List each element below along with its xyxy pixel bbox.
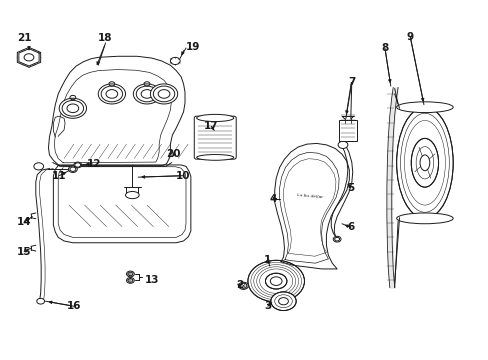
- Circle shape: [68, 166, 77, 172]
- Ellipse shape: [396, 213, 452, 224]
- Text: 10: 10: [176, 171, 190, 181]
- Text: 6: 6: [346, 222, 354, 232]
- Text: 15: 15: [17, 247, 31, 257]
- Circle shape: [98, 84, 125, 104]
- Text: 7: 7: [347, 77, 355, 87]
- Circle shape: [37, 298, 44, 304]
- Circle shape: [238, 282, 248, 289]
- Text: 8: 8: [381, 43, 388, 53]
- Circle shape: [270, 292, 296, 311]
- Text: 18: 18: [98, 33, 113, 43]
- Circle shape: [126, 278, 134, 283]
- Text: 1: 1: [264, 255, 271, 265]
- Ellipse shape: [196, 114, 233, 122]
- Circle shape: [126, 271, 134, 277]
- Text: 20: 20: [166, 149, 181, 159]
- Ellipse shape: [410, 138, 438, 187]
- Polygon shape: [53, 165, 190, 243]
- Bar: [338, 120, 356, 140]
- Circle shape: [74, 162, 81, 168]
- Ellipse shape: [396, 102, 452, 113]
- Text: 5: 5: [346, 183, 354, 193]
- Text: 11: 11: [52, 171, 66, 181]
- Text: 16: 16: [66, 301, 81, 311]
- Text: 13: 13: [144, 275, 159, 285]
- Text: 3: 3: [264, 301, 271, 311]
- Text: 2: 2: [236, 280, 243, 290]
- Text: 4: 4: [268, 194, 276, 204]
- Ellipse shape: [396, 107, 452, 219]
- Text: Lu bu dellar: Lu bu dellar: [297, 193, 323, 199]
- Circle shape: [133, 84, 160, 104]
- Text: 9: 9: [406, 32, 413, 41]
- Circle shape: [247, 260, 304, 302]
- Polygon shape: [48, 56, 184, 166]
- Text: 14: 14: [17, 217, 31, 227]
- Circle shape: [34, 163, 43, 170]
- Text: 19: 19: [186, 42, 200, 51]
- Ellipse shape: [196, 154, 233, 160]
- Circle shape: [337, 141, 347, 148]
- Circle shape: [265, 273, 286, 289]
- Circle shape: [59, 98, 86, 118]
- Ellipse shape: [125, 192, 139, 199]
- Polygon shape: [274, 143, 348, 269]
- Circle shape: [150, 84, 177, 104]
- Circle shape: [170, 57, 180, 64]
- Text: 21: 21: [17, 33, 31, 43]
- Text: 17: 17: [203, 121, 218, 131]
- Text: 12: 12: [87, 159, 102, 169]
- FancyBboxPatch shape: [194, 116, 236, 159]
- Circle shape: [24, 54, 34, 61]
- Circle shape: [332, 236, 340, 242]
